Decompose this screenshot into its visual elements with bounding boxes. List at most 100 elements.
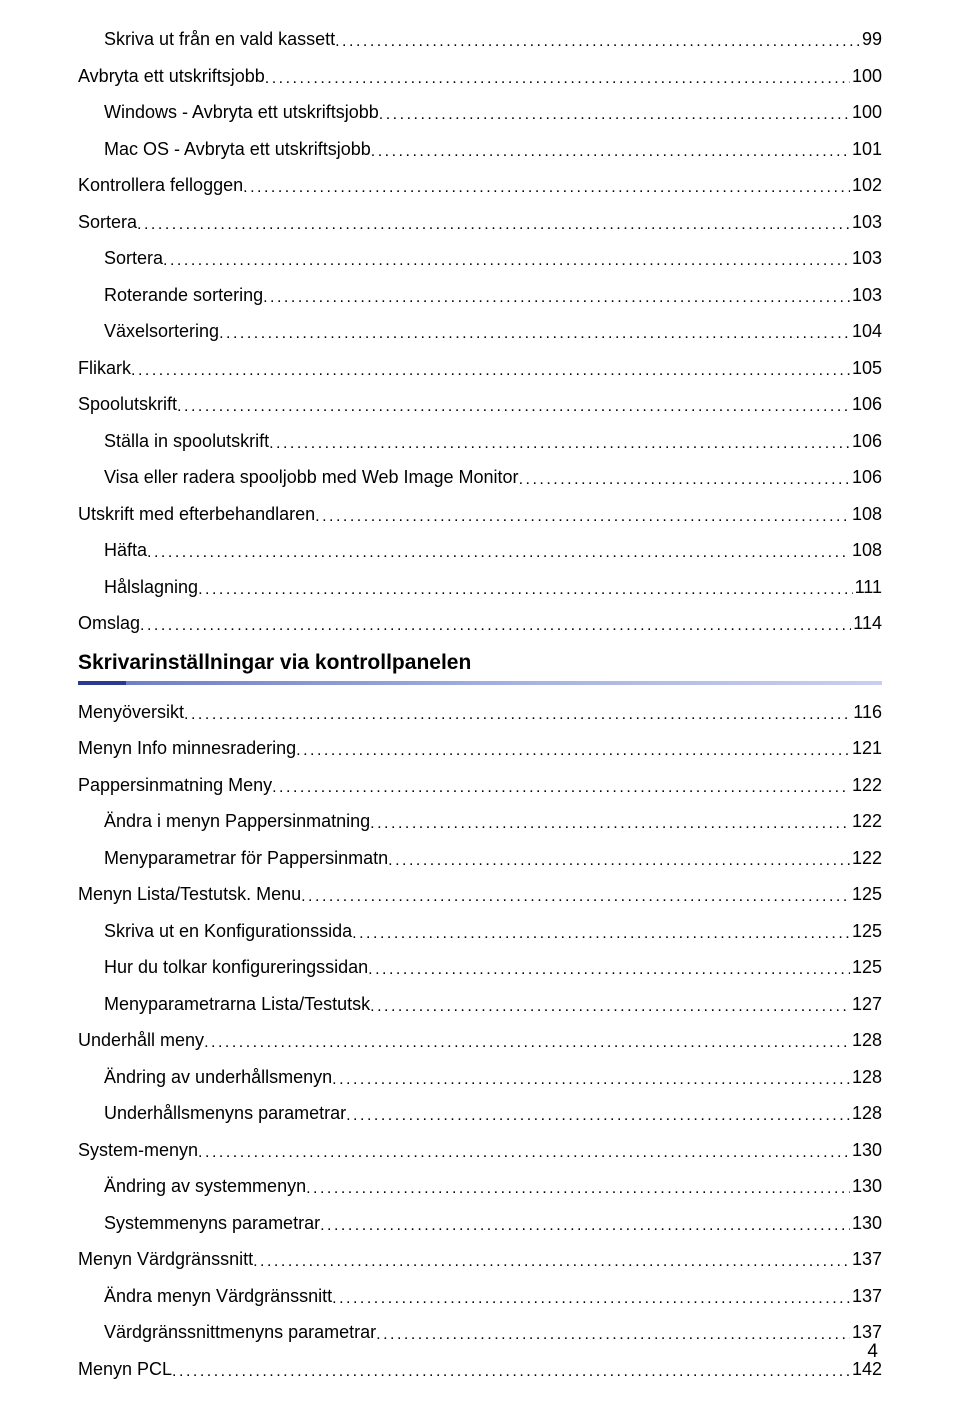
toc-page-number: 130 bbox=[850, 1214, 882, 1232]
toc-line: Häfta108 bbox=[78, 541, 882, 560]
toc-line: Roterande sortering 103 bbox=[78, 286, 882, 305]
toc-page-number: 100 bbox=[850, 67, 882, 85]
toc-line: Pappersinmatning Meny 122 bbox=[78, 776, 882, 795]
toc-label: Visa eller radera spooljobb med Web Imag… bbox=[104, 468, 519, 486]
toc-line: Ändring av underhållsmenyn128 bbox=[78, 1068, 882, 1087]
toc-line: Sortera 103 bbox=[78, 249, 882, 268]
toc-line: Visa eller radera spooljobb med Web Imag… bbox=[78, 468, 882, 487]
toc-leader-dots bbox=[177, 399, 850, 415]
toc-label: Windows - Avbryta ett utskriftsjobb bbox=[104, 103, 379, 121]
toc-line: Sortera103 bbox=[78, 213, 882, 232]
toc-page-number: 137 bbox=[850, 1323, 882, 1341]
toc-page-number: 122 bbox=[850, 776, 882, 794]
toc-leader-dots bbox=[320, 1218, 850, 1234]
toc-leader-dots bbox=[272, 780, 850, 796]
toc-page-number: 130 bbox=[850, 1177, 882, 1195]
toc-page-number: 127 bbox=[850, 995, 882, 1013]
toc-page-number: 101 bbox=[850, 140, 882, 158]
toc-page-number: 106 bbox=[850, 395, 882, 413]
toc-page-number: 125 bbox=[850, 922, 882, 940]
toc-leader-dots bbox=[265, 71, 850, 87]
toc-line: Utskrift med efterbehandlaren 108 bbox=[78, 505, 882, 524]
toc-label: Mac OS - Avbryta ett utskriftsjobb bbox=[104, 140, 371, 158]
toc-leader-dots bbox=[352, 926, 850, 942]
toc-label: Menyn Info minnesradering bbox=[78, 739, 296, 757]
toc-leader-dots bbox=[147, 545, 850, 561]
toc-page-number: 116 bbox=[851, 703, 882, 721]
toc-page-number: 121 bbox=[850, 739, 882, 757]
toc-page-number: 103 bbox=[850, 249, 882, 267]
toc-page-number: 99 bbox=[860, 30, 882, 48]
toc-label: Omslag bbox=[78, 614, 140, 632]
toc-leader-dots bbox=[370, 816, 850, 832]
toc-page-number: 128 bbox=[850, 1031, 882, 1049]
toc-page-number: 102 bbox=[850, 176, 882, 194]
toc-line: Ändra i menyn Pappersinmatning122 bbox=[78, 812, 882, 831]
toc-label: Menyöversikt bbox=[78, 703, 184, 721]
toc-label: System-menyn bbox=[78, 1141, 198, 1159]
toc-label: Ändring av underhållsmenyn bbox=[104, 1068, 332, 1086]
toc-leader-dots bbox=[253, 1254, 850, 1270]
toc-leader-dots bbox=[368, 962, 850, 978]
toc-page-number: 100 bbox=[850, 103, 882, 121]
toc-line: Omslag114 bbox=[78, 614, 882, 633]
toc-leader-dots bbox=[306, 1181, 850, 1197]
toc-leader-dots bbox=[332, 1072, 850, 1088]
toc-entries-pre: Skriva ut från en vald kassett 99 Avbryta … bbox=[78, 30, 882, 633]
toc-page-number: 128 bbox=[850, 1104, 882, 1122]
toc-page-number: 103 bbox=[850, 213, 882, 231]
toc-leader-dots bbox=[184, 707, 851, 723]
toc-label: Kontrollera felloggen bbox=[78, 176, 243, 194]
toc-label: Ställa in spoolutskrift bbox=[104, 432, 269, 450]
toc-line: Hur du tolkar konfigureringssidan125 bbox=[78, 958, 882, 977]
toc-leader-dots bbox=[263, 290, 850, 306]
toc-line: Spoolutskrift 106 bbox=[78, 395, 882, 414]
section-heading: Skrivarinställningar via kontrollpanelen bbox=[78, 651, 882, 675]
toc-line: Systemmenyns parametrar 130 bbox=[78, 1214, 882, 1233]
toc-line: Underhållsmenyns parametrar128 bbox=[78, 1104, 882, 1123]
toc-leader-dots bbox=[269, 436, 850, 452]
toc-leader-dots bbox=[137, 217, 850, 233]
toc-label: Ändra i menyn Pappersinmatning bbox=[104, 812, 370, 830]
toc-leader-dots bbox=[371, 144, 850, 160]
toc-line: Mac OS - Avbryta ett utskriftsjobb 101 bbox=[78, 140, 882, 159]
page-number: 4 bbox=[867, 1341, 878, 1363]
toc-label: Menyparametrarna Lista/Testutsk bbox=[104, 995, 370, 1013]
toc-page-number: 137 bbox=[850, 1287, 882, 1305]
toc-label: Pappersinmatning Meny bbox=[78, 776, 272, 794]
toc-line: Skriva ut en Konfigurationssida125 bbox=[78, 922, 882, 941]
toc-label: Värdgränssnittmenyns parametrar bbox=[104, 1323, 376, 1341]
toc-label: Systemmenyns parametrar bbox=[104, 1214, 320, 1232]
toc-leader-dots bbox=[163, 253, 850, 269]
toc-label: Sortera bbox=[104, 249, 163, 267]
toc-line: Avbryta ett utskriftsjobb 100 bbox=[78, 67, 882, 86]
toc-line: Ställa in spoolutskrift106 bbox=[78, 432, 882, 451]
toc-leader-dots bbox=[376, 1327, 850, 1343]
toc-leader-dots bbox=[315, 509, 850, 525]
toc-page-number: 125 bbox=[850, 958, 882, 976]
toc-label: Avbryta ett utskriftsjobb bbox=[78, 67, 265, 85]
toc-label: Spoolutskrift bbox=[78, 395, 177, 413]
toc-label: Menyn PCL bbox=[78, 1360, 172, 1378]
toc-label: Ändra menyn Värdgränssnitt bbox=[104, 1287, 332, 1305]
toc-line: Flikark 105 bbox=[78, 359, 882, 378]
toc-page-number: 130 bbox=[850, 1141, 882, 1159]
toc-line: Ändring av systemmenyn130 bbox=[78, 1177, 882, 1196]
toc-page-number: 106 bbox=[850, 468, 882, 486]
toc-label: Skriva ut från en vald kassett bbox=[104, 30, 335, 48]
toc-page-number: 108 bbox=[850, 505, 882, 523]
toc-leader-dots bbox=[219, 326, 850, 342]
toc-line: Underhåll meny128 bbox=[78, 1031, 882, 1050]
toc-label: Växelsortering bbox=[104, 322, 219, 340]
toc-label: Roterande sortering bbox=[104, 286, 263, 304]
toc-leader-dots bbox=[301, 889, 850, 905]
toc-leader-dots bbox=[296, 743, 850, 759]
toc-label: Utskrift med efterbehandlaren bbox=[78, 505, 315, 523]
toc-page-number: 105 bbox=[850, 359, 882, 377]
toc-leader-dots bbox=[198, 1145, 850, 1161]
toc-leader-dots bbox=[198, 582, 853, 598]
toc-label: Flikark bbox=[78, 359, 131, 377]
toc-page: Skriva ut från en vald kassett 99 Avbryta … bbox=[0, 0, 960, 1407]
toc-leader-dots bbox=[346, 1108, 850, 1124]
toc-page-number: 103 bbox=[850, 286, 882, 304]
